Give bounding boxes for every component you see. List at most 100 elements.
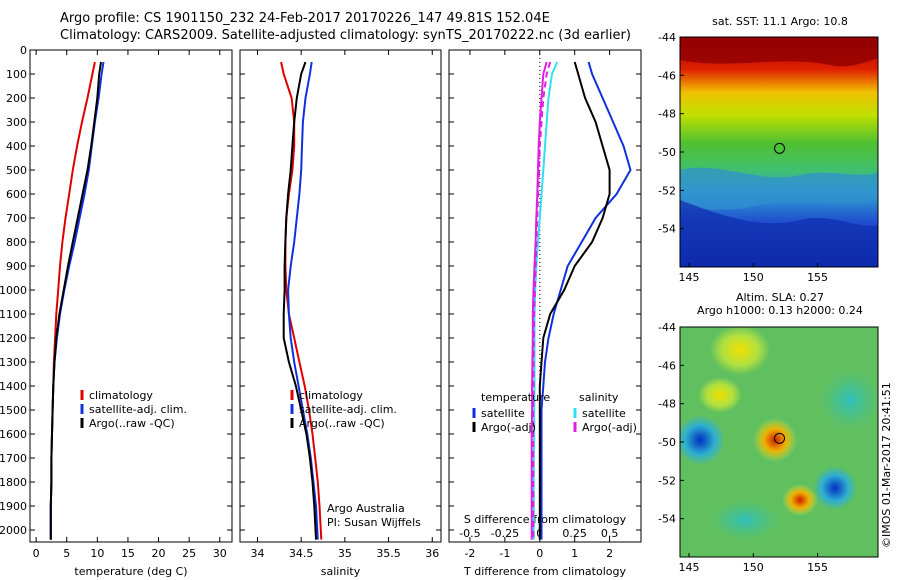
x-tick-label: 1 <box>571 547 578 560</box>
y-tick-label: 400 <box>6 140 27 153</box>
y-tick-label: 1100 <box>0 308 27 321</box>
credit-footer: ©IMOS 01-Mar-2017 20:41:51 <box>880 382 893 548</box>
x-tick-label: 5 <box>63 547 70 560</box>
x-tick-label: 34 <box>250 547 264 560</box>
y-tick-label: 800 <box>6 236 27 249</box>
legend-label: Argo(..raw -QC) <box>299 417 385 430</box>
figure-title-line1: Argo profile: CS 1901150_232 24-Feb-2017… <box>60 11 550 26</box>
temperature-profile-frame <box>29 49 233 543</box>
x-tick-label: -2 <box>464 547 475 560</box>
sla-map-title-line2: Argo h1000: 0.13 h2000: 0.24 <box>697 304 863 317</box>
map-y-tick-label: -44 <box>658 321 676 334</box>
figure-title-line2: Climatology: CARS2009. Satellite-adjuste… <box>60 28 631 43</box>
x-tick-label: 10 <box>90 547 104 560</box>
s-axis-label: S difference from climatology <box>464 513 627 526</box>
map-x-tick-label: 145 <box>679 271 700 284</box>
x-tick-label: 35 <box>338 547 352 560</box>
map-y-tick-label: -54 <box>658 223 676 236</box>
map-y-tick-label: -50 <box>658 436 676 449</box>
y-tick-label: 700 <box>6 212 27 225</box>
series-line <box>530 61 548 540</box>
y-tick-label: 1900 <box>0 500 27 513</box>
y-tick-label: 1400 <box>0 380 27 393</box>
difference-profile-frame <box>448 49 642 543</box>
x-tick-label: 2 <box>606 547 613 560</box>
x-tick-label: 0 <box>536 547 543 560</box>
x-tick-label: 20 <box>152 547 166 560</box>
y-tick-label: 1000 <box>0 284 27 297</box>
legend-title-salinity: salinity <box>579 391 619 404</box>
legend-title-temperature: temperature <box>481 391 550 404</box>
legend-label: satellite-adj. clim. <box>299 403 397 416</box>
salinity-profile-frame <box>239 49 442 543</box>
legend-label: satellite <box>481 407 525 420</box>
series-line <box>280 61 323 540</box>
series-line <box>532 61 559 540</box>
x-tick-label: 25 <box>182 547 196 560</box>
map-y-tick-label: -48 <box>658 108 676 121</box>
map-y-tick-label: -46 <box>658 69 676 82</box>
series-line <box>49 61 102 540</box>
x-tick-label: -1 <box>499 547 510 560</box>
y-tick-label: 100 <box>6 68 27 81</box>
map-y-tick-label: -52 <box>658 184 676 197</box>
map-y-tick-label: -50 <box>658 146 676 159</box>
x-axis-label: T difference from climatology <box>463 565 626 578</box>
map-y-tick-label: -44 <box>658 31 676 44</box>
x-tick-label: 34.5 <box>289 547 314 560</box>
x-tick-label: 35.5 <box>376 547 401 560</box>
y-tick-label: 0 <box>20 44 27 57</box>
sst-field <box>680 37 878 267</box>
series-line <box>540 61 632 540</box>
y-tick-label: 1800 <box>0 476 27 489</box>
x-tick-label: 36 <box>425 547 439 560</box>
legend-label: climatology <box>89 389 153 402</box>
y-tick-label: 500 <box>6 164 27 177</box>
y-tick-label: 600 <box>6 188 27 201</box>
x-tick-label: 15 <box>121 547 135 560</box>
argo-position-marker <box>774 142 786 154</box>
y-tick-label: 300 <box>6 116 27 129</box>
x-axis-label: temperature (deg C) <box>74 565 187 578</box>
map-y-tick-label: -52 <box>658 474 676 487</box>
map-x-tick-label: 155 <box>807 561 828 574</box>
map-y-tick-label: -46 <box>658 359 676 372</box>
y-tick-label: 200 <box>6 92 27 105</box>
s-tick-label: 0.25 <box>562 527 587 540</box>
legend-label: climatology <box>299 389 363 402</box>
series-line <box>49 61 105 540</box>
s-tick-label: -0.25 <box>491 527 519 540</box>
legend-label: Argo(-adj) <box>481 421 536 434</box>
legend-label: Argo(..raw -QC) <box>89 417 175 430</box>
sla-map-title-line1: Altim. SLA: 0.27 <box>735 291 825 304</box>
map-y-tick-label: -48 <box>658 398 676 411</box>
annotation-line2: PI: Susan Wijffels <box>327 516 421 529</box>
argo-position-marker <box>774 432 786 444</box>
legend-label: satellite-adj. clim. <box>89 403 187 416</box>
x-tick-label: 30 <box>213 547 227 560</box>
y-tick-label: 900 <box>6 260 27 273</box>
legend-label: satellite <box>582 407 626 420</box>
y-tick-label: 2000 <box>0 524 27 537</box>
legend-label: Argo(-adj) <box>582 421 637 434</box>
series-line <box>282 61 317 540</box>
y-tick-label: 1200 <box>0 332 27 345</box>
map-x-tick-label: 155 <box>807 271 828 284</box>
y-tick-label: 1300 <box>0 356 27 369</box>
sst-map-title: sat. SST: 11.1 Argo: 10.8 <box>712 15 848 28</box>
sla-field <box>680 327 878 557</box>
x-axis-label: salinity <box>321 565 361 578</box>
series-line <box>49 61 96 540</box>
series-line <box>538 61 611 540</box>
x-tick-label: 0 <box>33 547 40 560</box>
y-tick-label: 1600 <box>0 428 27 441</box>
y-tick-label: 1700 <box>0 452 27 465</box>
map-y-tick-label: -54 <box>658 513 676 526</box>
map-x-tick-label: 150 <box>743 271 764 284</box>
y-tick-label: 1500 <box>0 404 27 417</box>
map-x-tick-label: 145 <box>679 561 700 574</box>
s-tick-label: 0.5 <box>601 527 619 540</box>
map-x-tick-label: 150 <box>743 561 764 574</box>
annotation-line1: Argo Australia <box>327 502 405 515</box>
